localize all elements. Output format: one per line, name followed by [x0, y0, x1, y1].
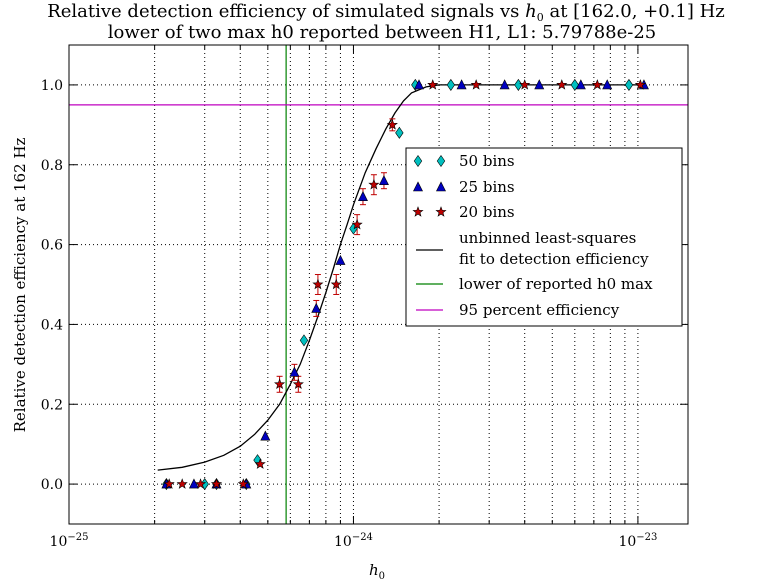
y-tick-label: 1.0: [41, 78, 63, 94]
legend-triangle-marker: [413, 181, 423, 192]
reference-lines: [69, 45, 688, 524]
chart-title-suffix: at [162.0, +0.1] Hz: [544, 1, 725, 22]
star-marker: [330, 278, 342, 290]
legend-box: [405, 147, 683, 327]
star-marker: [427, 79, 439, 90]
star-marker: [470, 79, 482, 90]
chart-title-line1: Relative detection efficiency of simulat…: [47, 1, 725, 24]
legend-star-marker: [435, 206, 447, 217]
legend-label: 50 bins: [459, 152, 515, 170]
star-marker: [591, 79, 603, 90]
triangle-marker: [602, 79, 613, 90]
fit-curve-layer: [157, 84, 644, 471]
diamond-marker: [395, 126, 404, 139]
y-tick-label: 0.0: [41, 477, 63, 493]
diamond-marker: [624, 78, 634, 91]
star-marker: [368, 178, 380, 190]
x-tick-label: 10−25: [50, 532, 89, 550]
triangle-marker: [357, 191, 368, 201]
error-bars: [276, 118, 396, 393]
star-marker: [210, 478, 223, 489]
star-marker: [237, 478, 249, 489]
legend-diamond-marker: [413, 154, 423, 168]
star-marker: [292, 378, 304, 390]
axis-ticks: 0.0 0.2 0.4 0.6 0.8 1.0 10−25 10−24 10−23: [41, 45, 688, 550]
diamond-marker: [299, 334, 309, 347]
x-axis-label-symbol: h: [369, 561, 379, 579]
y-tick-label: 0.8: [41, 158, 63, 174]
x-tick-label: 10−24: [334, 532, 373, 550]
triangle-marker: [188, 478, 199, 489]
triangle-marker: [311, 302, 322, 313]
chart-title-symbol-sub: 0: [537, 11, 544, 24]
triangle-marker: [378, 175, 389, 186]
triangle-marker: [575, 79, 586, 90]
legend-label: unbinned least-squares: [459, 229, 636, 247]
star-marker: [254, 458, 266, 469]
triangle-marker: [260, 430, 271, 441]
star-marker: [194, 478, 207, 489]
legend-star-marker: [412, 206, 424, 217]
data-markers: [161, 78, 649, 491]
legend-label: 95 percent efficiency: [459, 301, 620, 319]
series-20-bins: [163, 79, 646, 489]
x-axis-label-sub: 0: [379, 571, 385, 579]
legend-label: 25 bins: [459, 178, 515, 196]
diamond-marker: [514, 78, 523, 91]
chart-legend: 50 bins 25 bins 20 bins unbinned least-squa…: [405, 147, 683, 327]
fit-curve: [157, 84, 644, 471]
y-tick-label: 0.2: [41, 397, 63, 413]
star-marker: [519, 79, 531, 90]
y-tick-label: 0.6: [41, 238, 63, 254]
triangle-marker: [335, 254, 346, 265]
x-axis-label: h0: [369, 561, 385, 579]
chart-title-prefix: Relative detection efficiency of simulat…: [47, 1, 525, 22]
chart-title-symbol: h: [525, 1, 537, 22]
star-marker: [312, 278, 324, 290]
chart-title-line2: lower of two max h0 reported between H1,…: [108, 22, 656, 43]
plot-frame: [68, 44, 689, 525]
triangle-marker: [499, 79, 510, 90]
star-marker: [634, 79, 646, 90]
diamond-marker: [446, 78, 456, 91]
star-marker: [274, 378, 286, 390]
star-marker: [176, 478, 188, 489]
legend-label: lower of reported h0 max: [459, 275, 653, 293]
triangle-marker: [414, 79, 424, 90]
x-tick-label: 10−23: [618, 532, 657, 550]
y-tick-label: 0.4: [41, 317, 63, 333]
star-marker: [386, 118, 398, 130]
triangle-marker: [456, 79, 467, 90]
legend-diamond-marker: [436, 154, 446, 168]
legend-label: fit to detection efficiency: [459, 250, 649, 268]
triangle-marker: [289, 366, 300, 377]
star-marker: [163, 478, 175, 489]
legend-triangle-marker: [436, 181, 446, 192]
legend-label: 20 bins: [459, 203, 515, 221]
star-marker: [556, 79, 568, 90]
y-axis-label: Relative detection efficiency at 162 Hz: [11, 138, 29, 433]
star-marker: [351, 218, 363, 230]
triangle-marker: [534, 79, 545, 90]
